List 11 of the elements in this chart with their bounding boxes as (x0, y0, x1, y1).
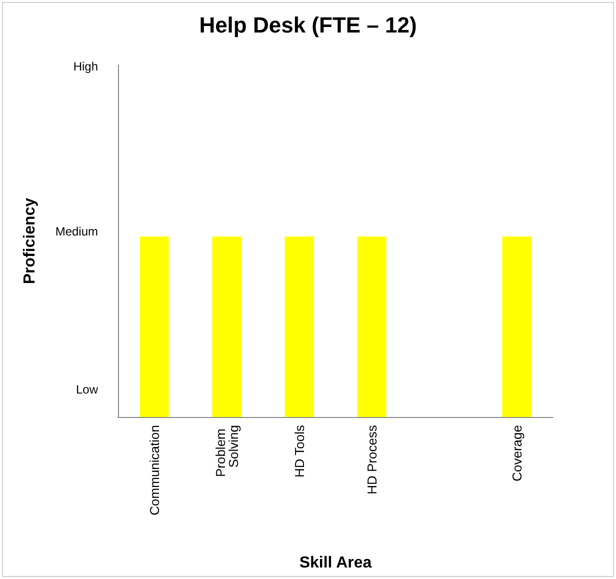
text: Low (76, 382, 98, 397)
x-tick-label: Problem Solving (212, 425, 241, 478)
y-axis-title: Proficiency (22, 198, 38, 284)
x-axis-title: Skill Area (299, 554, 372, 572)
x-tick-label: HD Tools (292, 424, 307, 478)
text: Medium (55, 224, 98, 239)
x-tick-label: Communication (146, 425, 162, 516)
chart-title: Help Desk (FTE – 12) (199, 12, 417, 38)
x-tick-label: HD Process (364, 424, 380, 494)
x-tick-label: Coverage (509, 425, 524, 482)
text: High (73, 60, 98, 74)
